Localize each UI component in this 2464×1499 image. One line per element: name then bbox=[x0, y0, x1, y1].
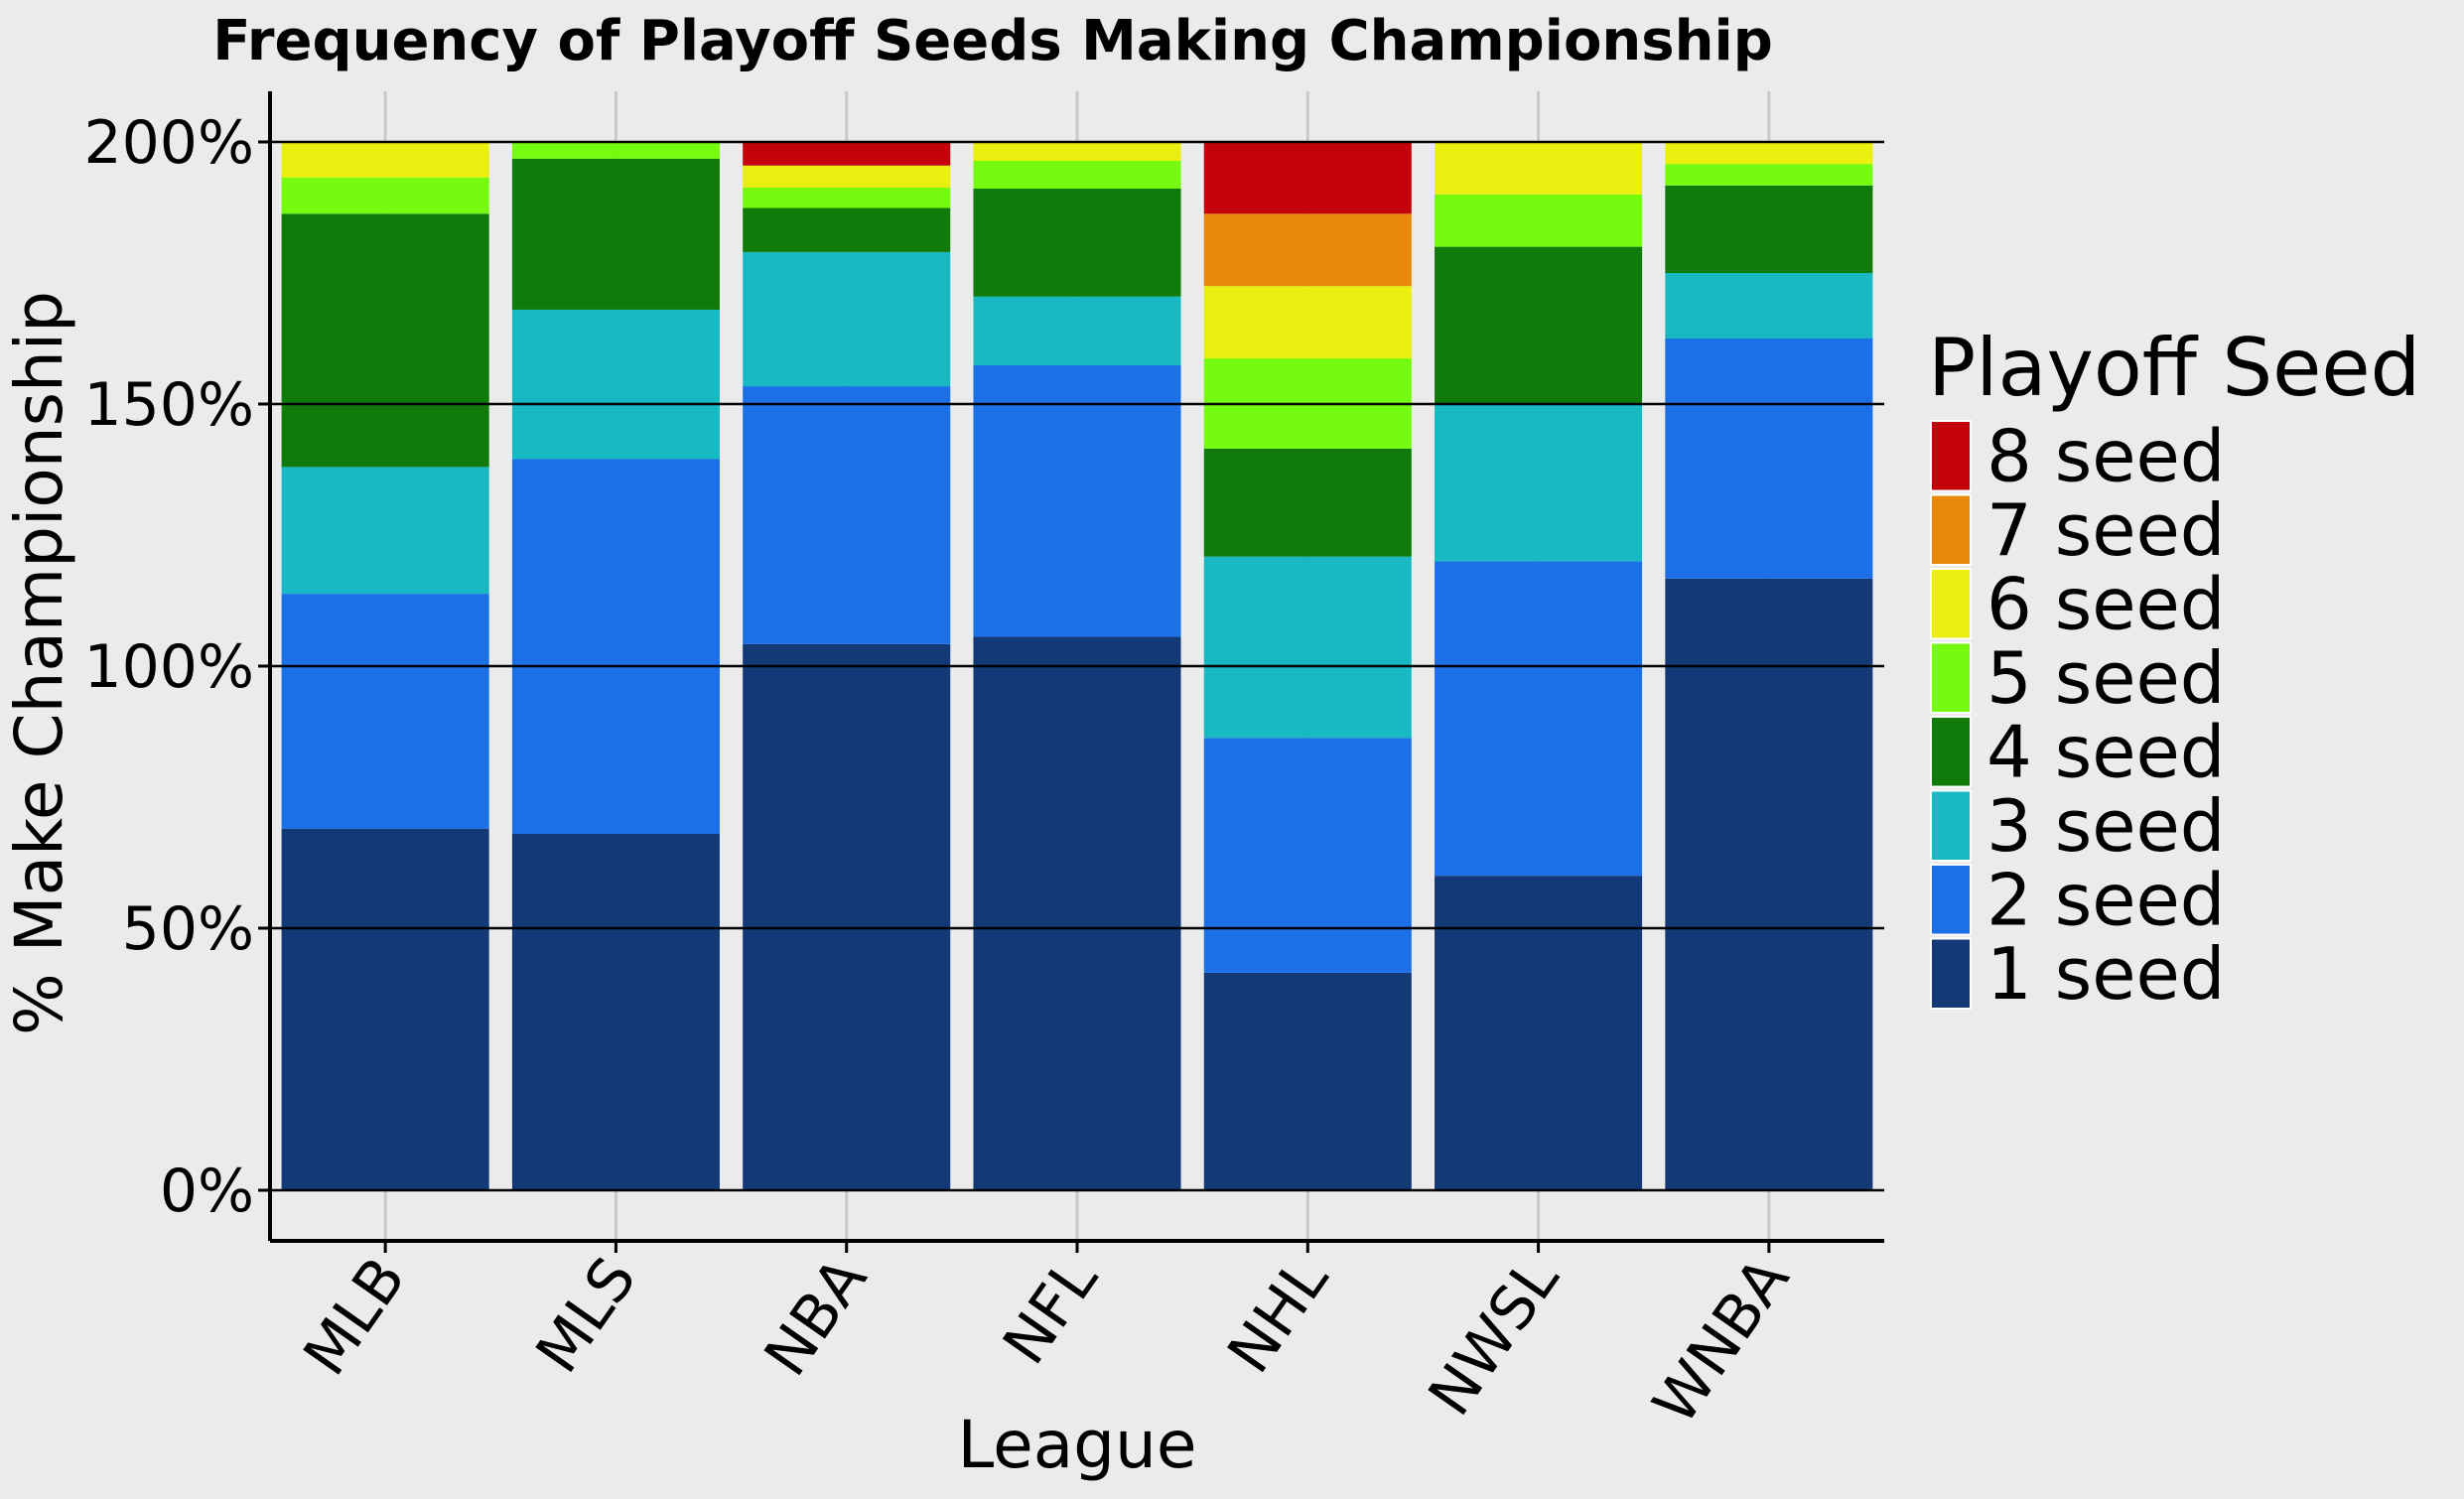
bar-nwsl-6-seed bbox=[1435, 142, 1643, 195]
bar-nba-6-seed bbox=[743, 165, 951, 188]
legend-title: Playoff Seed bbox=[1928, 322, 2420, 414]
legend-label-5-seed: 5 seed bbox=[1986, 636, 2226, 720]
legend-swatch-6-seed bbox=[1930, 568, 1972, 640]
bar-wnba-1-seed bbox=[1665, 578, 1873, 1190]
legend-label-3-seed: 3 seed bbox=[1986, 784, 2226, 868]
bar-nfl-6-seed bbox=[973, 142, 1181, 162]
bar-mls-5-seed bbox=[511, 142, 720, 159]
bar-wnba-4-seed bbox=[1665, 185, 1873, 273]
legend-swatch-5-seed bbox=[1930, 641, 1972, 714]
bar-nhl-1-seed bbox=[1203, 972, 1412, 1190]
x-tick-label-nhl: NHL bbox=[1214, 1245, 1341, 1386]
bar-mlb-6-seed bbox=[281, 142, 489, 178]
y-tick-label: 100% bbox=[83, 632, 254, 702]
bar-nhl-7-seed bbox=[1203, 213, 1412, 287]
legend-swatch-1-seed bbox=[1930, 937, 1972, 1010]
x-tick-label-nwsl: NWSL bbox=[1416, 1245, 1573, 1429]
bar-mlb-1-seed bbox=[281, 828, 489, 1190]
x-tick-label-nfl: NFL bbox=[990, 1245, 1111, 1377]
bar-nfl-5-seed bbox=[973, 161, 1181, 189]
bar-mls-3-seed bbox=[511, 309, 720, 460]
x-tick-label-mls: MLS bbox=[523, 1245, 650, 1385]
bar-nhl-2-seed bbox=[1203, 738, 1412, 973]
x-tick-label-wnba: WNBA bbox=[1640, 1245, 1803, 1436]
bar-mlb-5-seed bbox=[281, 177, 489, 214]
bar-nba-8-seed bbox=[743, 142, 951, 166]
x-tick-label-nba: NBA bbox=[752, 1245, 881, 1388]
legend-swatch-8-seed bbox=[1930, 420, 1972, 492]
bar-mlb-3-seed bbox=[281, 467, 489, 595]
x-axis-title: League bbox=[958, 1407, 1197, 1483]
bar-nwsl-1-seed bbox=[1435, 876, 1643, 1190]
legend-label-2-seed: 2 seed bbox=[1986, 859, 2226, 942]
legend-swatch-4-seed bbox=[1930, 716, 1972, 788]
legend-label-7-seed: 7 seed bbox=[1986, 488, 2226, 572]
bar-nhl-8-seed bbox=[1203, 142, 1412, 214]
bar-wnba-2-seed bbox=[1665, 339, 1873, 579]
bar-nba-5-seed bbox=[743, 187, 951, 208]
bar-nfl-3-seed bbox=[973, 296, 1181, 365]
bar-nfl-2-seed bbox=[973, 364, 1181, 637]
bar-mlb-4-seed bbox=[281, 213, 489, 468]
legend-label-6-seed: 6 seed bbox=[1986, 563, 2226, 646]
legend-label-8-seed: 8 seed bbox=[1986, 415, 2226, 498]
bar-mlb-2-seed bbox=[281, 594, 489, 829]
bar-nhl-6-seed bbox=[1203, 286, 1412, 359]
legend-swatch-7-seed bbox=[1930, 493, 1972, 566]
bar-nba-1-seed bbox=[743, 643, 951, 1190]
y-axis-title: % Make Championship bbox=[1, 291, 77, 1035]
legend-swatch-3-seed bbox=[1930, 789, 1972, 862]
legend-label-4-seed: 4 seed bbox=[1986, 711, 2226, 794]
bar-nhl-3-seed bbox=[1203, 556, 1412, 739]
legend-label-1-seed: 1 seed bbox=[1986, 932, 2226, 1016]
bar-wnba-3-seed bbox=[1665, 273, 1873, 339]
bar-nwsl-2-seed bbox=[1435, 561, 1643, 877]
bar-nhl-4-seed bbox=[1203, 448, 1412, 557]
bar-mls-4-seed bbox=[511, 158, 720, 310]
legend-swatch-2-seed bbox=[1930, 864, 1972, 936]
bar-nba-2-seed bbox=[743, 386, 951, 644]
y-tick-label: 50% bbox=[122, 894, 254, 964]
y-tick-label: 150% bbox=[83, 370, 254, 440]
bar-nwsl-5-seed bbox=[1435, 194, 1643, 247]
bar-nba-3-seed bbox=[743, 251, 951, 387]
y-tick-label: 200% bbox=[83, 108, 254, 178]
bar-wnba-5-seed bbox=[1665, 164, 1873, 186]
bar-nfl-4-seed bbox=[973, 188, 1181, 297]
bar-nba-4-seed bbox=[743, 207, 951, 252]
bar-nwsl-4-seed bbox=[1435, 246, 1643, 404]
chart-title: Frequency of Playoff Seeds Making Champi… bbox=[212, 9, 1773, 73]
bars bbox=[281, 142, 1873, 1190]
bar-wnba-6-seed bbox=[1665, 142, 1873, 165]
bar-nfl-1-seed bbox=[973, 636, 1181, 1190]
bar-mls-2-seed bbox=[511, 459, 720, 834]
bar-mls-1-seed bbox=[511, 833, 720, 1190]
y-tick-label: 0% bbox=[160, 1157, 254, 1226]
bar-nwsl-3-seed bbox=[1435, 404, 1643, 562]
x-tick-label-mlb: MLB bbox=[291, 1245, 420, 1388]
